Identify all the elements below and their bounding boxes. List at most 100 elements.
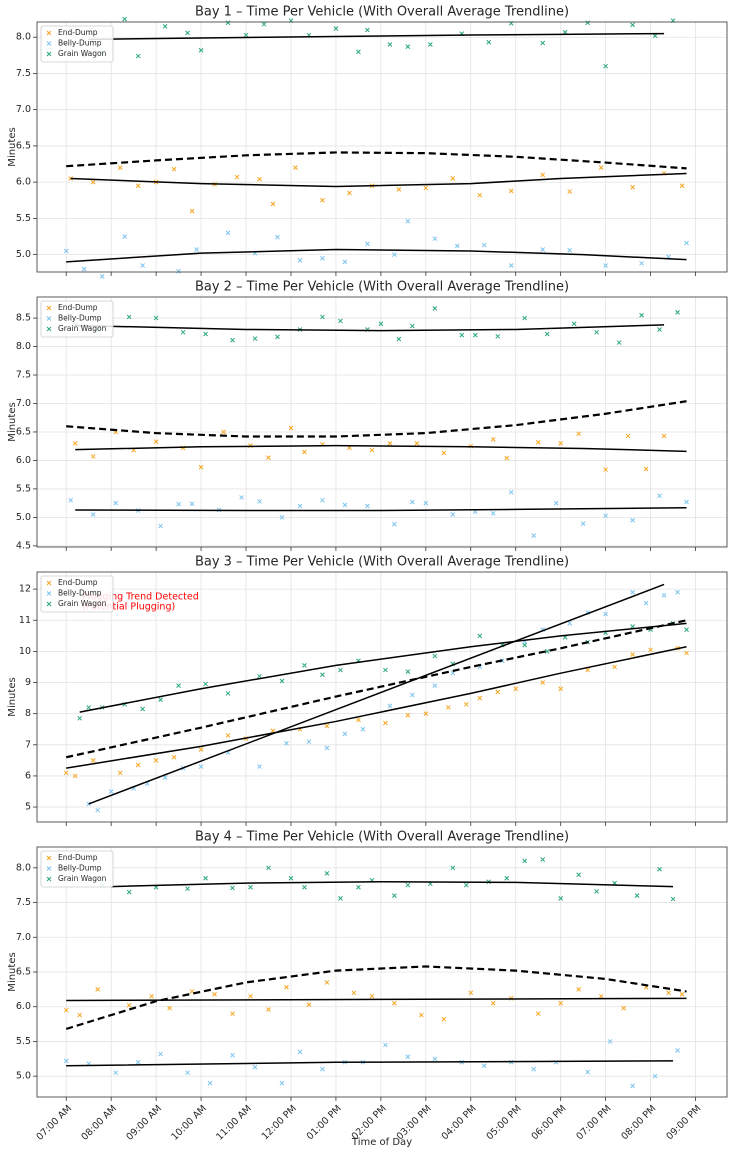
data-point [670, 896, 676, 902]
data-point [198, 747, 204, 752]
data-point [185, 30, 190, 36]
data-point [99, 273, 105, 279]
data-point [405, 882, 411, 888]
data-point [225, 733, 231, 738]
data-point [630, 652, 635, 657]
data-point [284, 740, 289, 746]
data-point [86, 801, 92, 807]
data-point [598, 993, 604, 999]
data-point [176, 268, 181, 274]
data-point [266, 1007, 271, 1012]
legend-box [40, 850, 114, 888]
data-point [562, 29, 568, 35]
data-point [459, 332, 465, 338]
data-point [643, 466, 649, 472]
data-point [365, 241, 370, 247]
data-point [567, 189, 573, 194]
data-point [117, 770, 123, 776]
data-point [432, 683, 438, 688]
y-tick-label: 4.5 [16, 540, 31, 551]
data-point [405, 669, 411, 674]
data-point [675, 310, 680, 315]
y-tick-label: 6.0 [16, 177, 31, 188]
data-point [90, 758, 96, 763]
data-point [225, 230, 231, 236]
data-point [675, 589, 680, 595]
x-tick-label: 10:00 AM [169, 1103, 209, 1143]
y-tick-label: 6.5 [16, 140, 31, 151]
y-tick-label: 6.0 [16, 455, 31, 466]
plot-frame [36, 21, 728, 273]
data-point [603, 611, 608, 617]
x-tick-label: 06:00 PM [529, 1103, 568, 1142]
data-point [86, 705, 92, 710]
data-point [630, 184, 635, 190]
data-point [576, 431, 582, 437]
data-point [585, 667, 591, 673]
legend-label: Grain Wagon [58, 599, 107, 608]
data-point [414, 441, 420, 446]
data-point [122, 16, 128, 22]
data-point [306, 1002, 312, 1007]
data-point [153, 315, 159, 321]
data-point [288, 425, 294, 431]
data-point [153, 439, 159, 445]
data-point [544, 649, 550, 654]
data-point [68, 497, 74, 503]
data-point [648, 647, 653, 653]
y-tick-label: 7 [25, 739, 31, 750]
data-point [387, 42, 393, 47]
data-point [643, 600, 649, 606]
data-point [189, 208, 195, 214]
data-point [90, 454, 96, 459]
data-point [140, 706, 145, 712]
trendline [88, 583, 665, 805]
data-point [158, 697, 163, 702]
data-point [405, 44, 411, 49]
data-point [266, 455, 271, 460]
data-point [508, 188, 514, 194]
chart-title: Bay 4 – Time Per Vehicle (With Overall A… [195, 830, 569, 845]
data-point [126, 314, 132, 320]
data-point [463, 701, 469, 707]
data-point [320, 1066, 325, 1072]
data-point [657, 493, 662, 499]
data-point [203, 331, 208, 337]
legend-label: Grain Wagon [58, 324, 107, 333]
data-point [409, 499, 415, 505]
data-point [261, 21, 267, 27]
legend-label: Belly-Dump [58, 314, 102, 323]
y-tick-label: 7.5 [16, 68, 31, 79]
data-point [239, 495, 244, 500]
data-point [306, 739, 312, 745]
legend-marker [46, 876, 52, 882]
data-point [279, 678, 285, 684]
data-point [338, 667, 343, 673]
data-point [356, 49, 361, 55]
subplot: Bay 1 – Time Per Vehicle (With Overall A… [7, 5, 728, 279]
data-point [113, 500, 119, 506]
legend-box [40, 300, 114, 338]
y-tick-label: 5 [25, 802, 31, 813]
data-point [275, 234, 280, 240]
data-point [423, 711, 429, 717]
data-point [652, 1073, 658, 1079]
data-point [661, 592, 667, 598]
data-point [486, 39, 492, 45]
data-point [198, 47, 204, 53]
y-tick-label: 5.0 [16, 512, 31, 523]
y-axis-label: Minutes [7, 952, 18, 991]
data-point [360, 726, 366, 732]
trendline [70, 172, 687, 188]
data-point [684, 499, 689, 505]
legend-marker [46, 30, 52, 36]
data-point [203, 681, 208, 687]
legend-label: Grain Wagon [58, 49, 107, 58]
annotation: (Potential Plugging) [82, 602, 175, 613]
data-point [535, 439, 541, 445]
data-point [266, 865, 271, 871]
data-point [77, 1012, 83, 1018]
chart-title: Bay 3 – Time Per Vehicle (With Overall A… [195, 555, 569, 570]
data-point [140, 263, 145, 268]
